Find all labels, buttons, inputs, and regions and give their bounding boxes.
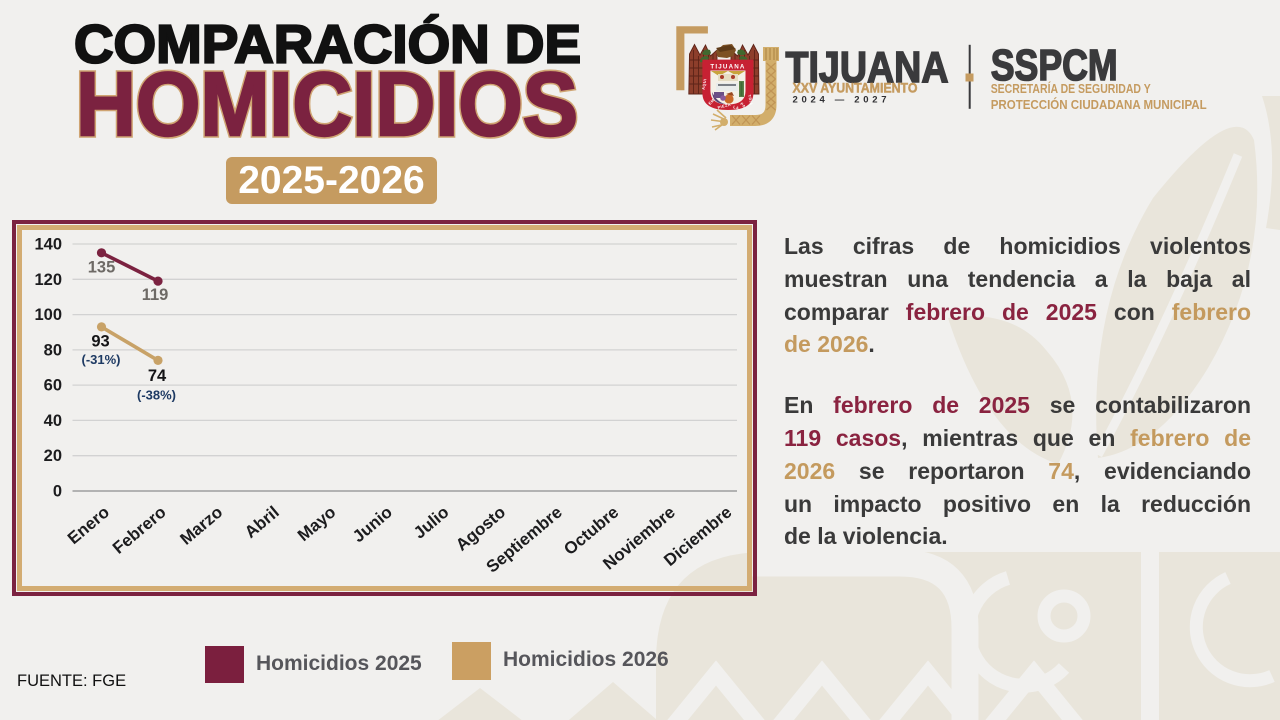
svg-text:TIJUANA: TIJUANA [710,64,745,71]
svg-text:Junio: Junio [349,503,396,547]
svg-text:20: 20 [44,447,62,465]
svg-text:XXV AYUNTAMIENTO: XXV AYUNTAMIENTO [793,81,918,96]
svg-text:Abril: Abril [241,503,283,542]
svg-text:SSPCM: SSPCM [991,41,1118,90]
svg-text:COMPARACIÓN DE: COMPARACIÓN DE [74,15,581,75]
svg-text:PIEZA: PIEZA [717,103,731,110]
svg-text:80: 80 [44,341,62,359]
svg-text:AQUI: AQUI [702,78,708,90]
svg-text:PROTECCIÓN CIUDADANA MUNICIPAL: PROTECCIÓN CIUDADANA MUNICIPAL [991,97,1207,112]
svg-text:TRIA: TRIA [747,94,753,105]
svg-text:120: 120 [34,271,62,289]
svg-text:SECRETARÍA DE SEGURIDAD Y: SECRETARÍA DE SEGURIDAD Y [991,81,1151,96]
svg-text:LA: LA [733,105,740,110]
svg-text:TIJUANA: TIJUANA [786,43,949,92]
svg-text:93: 93 [91,333,109,351]
svg-text:Febrero: Febrero [109,503,170,558]
svg-text:Mayo: Mayo [294,503,340,545]
svg-text:135: 135 [88,259,116,277]
svg-text:74: 74 [148,367,167,385]
svg-text:PA: PA [739,102,746,109]
svg-text:Julio: Julio [410,503,453,543]
svg-text:(-38%): (-38%) [137,387,176,402]
svg-text:(-31%): (-31%) [81,352,120,367]
svg-text:119: 119 [142,286,169,304]
svg-text:HOMICIDIOS: HOMICIDIOS [76,55,578,150]
svg-text:Marzo: Marzo [176,503,226,549]
svg-text:140: 140 [34,236,62,254]
svg-text:HOMICIDIOS: HOMICIDIOS [76,55,578,150]
svg-text:100: 100 [34,306,62,324]
svg-text:40: 40 [44,412,62,430]
svg-text:EM: EM [708,98,716,106]
svg-text:Enero: Enero [64,503,113,549]
svg-text:2024 — 2027: 2024 — 2027 [793,95,891,106]
svg-text:60: 60 [44,377,62,395]
svg-text:0: 0 [53,483,62,501]
